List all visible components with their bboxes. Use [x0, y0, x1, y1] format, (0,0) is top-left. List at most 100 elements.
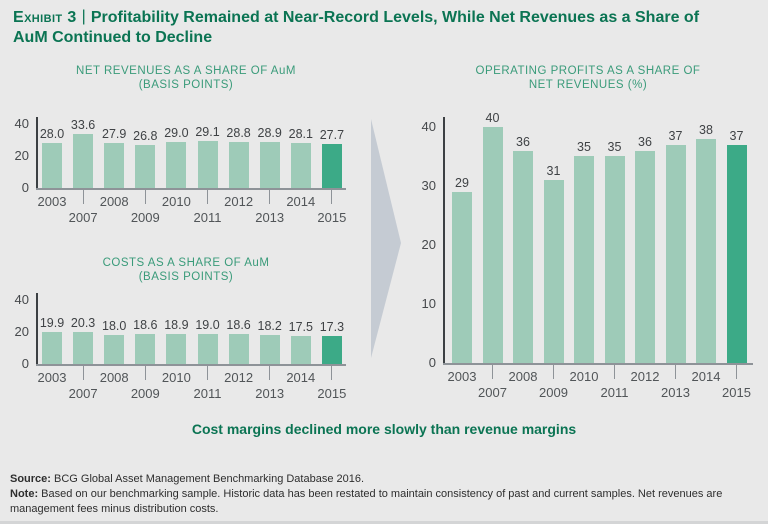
costs-chart-title: COSTS AS A SHARE OF AuM (BASIS POINTS) — [30, 256, 342, 284]
bar-value-label: 28.9 — [257, 126, 282, 140]
bar — [259, 335, 280, 364]
bar-value-label: 29 — [455, 176, 469, 190]
operating-profits-chart-title-line2: NET REVENUES (%) — [528, 79, 648, 91]
bar — [574, 156, 594, 363]
bar — [197, 334, 218, 364]
bar-value-label: 18.6 — [226, 318, 251, 332]
costs-chart-title-line1: COSTS AS A SHARE OF AuM — [102, 257, 270, 269]
bar — [135, 334, 156, 364]
operating-profits-chart-title-line1: OPERATING PROFITS AS A SHARE OF — [475, 65, 701, 77]
x-axis-tick — [207, 366, 208, 380]
bar — [513, 151, 533, 363]
x-axis-tick — [82, 190, 84, 204]
y-axis-label: 20 — [14, 148, 29, 163]
x-axis-label: 2012 — [224, 194, 254, 209]
bar-value-label: 18.2 — [257, 319, 282, 333]
bar — [604, 156, 625, 363]
bar — [135, 145, 156, 188]
x-axis-label: 2007 — [68, 386, 98, 401]
bar-value-label: 19.0 — [195, 318, 220, 332]
bar-value-label: 20.3 — [70, 316, 96, 330]
y-axis-label: 40 — [14, 116, 29, 131]
x-axis-label: 2011 — [193, 210, 222, 225]
bar-value-label: 29.1 — [195, 125, 220, 139]
y-axis-label: 0 — [21, 356, 29, 371]
x-axis-label: 2013 — [255, 386, 285, 401]
bar-value-label: 18.9 — [164, 318, 189, 332]
x-axis-label: 2007 — [478, 385, 507, 400]
bar — [228, 334, 249, 364]
bar — [321, 144, 342, 188]
y-axis-label: 40 — [421, 119, 436, 134]
note-line: Note: Based on our benchmarking sample. … — [10, 487, 762, 517]
x-axis-tick — [144, 190, 146, 204]
x-axis-tick — [736, 365, 737, 379]
bar — [543, 180, 564, 363]
bar-value-label: 37 — [729, 129, 744, 143]
bar-value-label: 27.7 — [319, 128, 345, 142]
bar — [635, 151, 655, 363]
x-axis-label: 2010 — [161, 370, 191, 385]
x-axis-label: 2008 — [508, 369, 538, 384]
y-axis-line — [36, 117, 38, 188]
flow-arrow-icon — [371, 119, 401, 358]
x-axis-label: 2013 — [661, 385, 690, 400]
x-axis-label: 2011 — [600, 385, 629, 400]
x-axis-tick — [269, 190, 271, 204]
bar — [42, 332, 62, 364]
y-axis-label: 20 — [14, 324, 29, 339]
x-axis-line — [443, 363, 753, 365]
x-axis-label: 2008 — [99, 370, 129, 385]
x-axis-tick — [331, 366, 333, 380]
bar-value-label: 27.9 — [102, 127, 127, 141]
bar — [166, 334, 187, 364]
exhibit-title-line2: AuM Continued to Decline — [13, 29, 213, 46]
bar-value-label: 26.8 — [133, 129, 158, 143]
bar — [696, 139, 716, 363]
source-line: Source: BCG Global Asset Management Benc… — [10, 472, 762, 487]
bar-value-label: 18.6 — [133, 318, 158, 332]
bar — [665, 145, 686, 363]
x-axis-label: 2003 — [37, 370, 67, 385]
bar-value-label: 31 — [546, 164, 561, 178]
bar — [166, 142, 187, 188]
y-axis-label: 0 — [428, 355, 436, 370]
bar-value-label: 37 — [668, 129, 683, 143]
bar-value-label: 38 — [699, 123, 713, 137]
footnotes: Source: BCG Global Asset Management Benc… — [10, 472, 762, 517]
y-axis-label: 40 — [14, 292, 29, 307]
y-axis-label: 0 — [21, 180, 29, 195]
x-axis-label: 2014 — [286, 194, 316, 209]
bar-value-label: 17.5 — [288, 320, 313, 334]
x-axis-label: 2015 — [722, 385, 751, 400]
x-axis-label: 2003 — [37, 194, 67, 209]
takeaway-text: Cost margins declined more slowly than r… — [191, 421, 577, 437]
x-axis-label: 2007 — [68, 210, 98, 225]
bar-value-label: 36 — [638, 135, 652, 149]
x-axis-line — [36, 364, 346, 366]
y-axis-label: 20 — [421, 237, 436, 252]
bar — [321, 336, 342, 364]
bar — [73, 134, 94, 188]
net-revenues-chart-title: NET REVENUES AS A SHARE OF AuM (BASIS PO… — [30, 64, 342, 92]
x-axis-label: 2015 — [317, 386, 347, 401]
x-axis-label: 2012 — [224, 370, 254, 385]
x-axis-label: 2009 — [130, 210, 160, 225]
bar — [726, 145, 747, 363]
bar-value-label: 35 — [577, 140, 591, 154]
x-axis-label: 2015 — [317, 210, 347, 225]
x-axis-label: 2009 — [539, 385, 568, 400]
bar — [290, 143, 311, 188]
x-axis-label: 2014 — [691, 369, 721, 384]
bar — [104, 143, 125, 188]
bar — [42, 143, 62, 188]
x-axis-label: 2003 — [447, 369, 477, 384]
bar — [104, 335, 125, 364]
exhibit-title-line1: Profitability Remained at Near-Record Le… — [90, 9, 700, 26]
bar — [228, 142, 249, 188]
bar-value-label: 28.1 — [288, 127, 313, 141]
y-axis-label: 10 — [421, 296, 436, 311]
bar-value-label: 36 — [516, 135, 530, 149]
operating-profits-chart-title: OPERATING PROFITS AS A SHARE OF NET REVE… — [438, 64, 738, 92]
